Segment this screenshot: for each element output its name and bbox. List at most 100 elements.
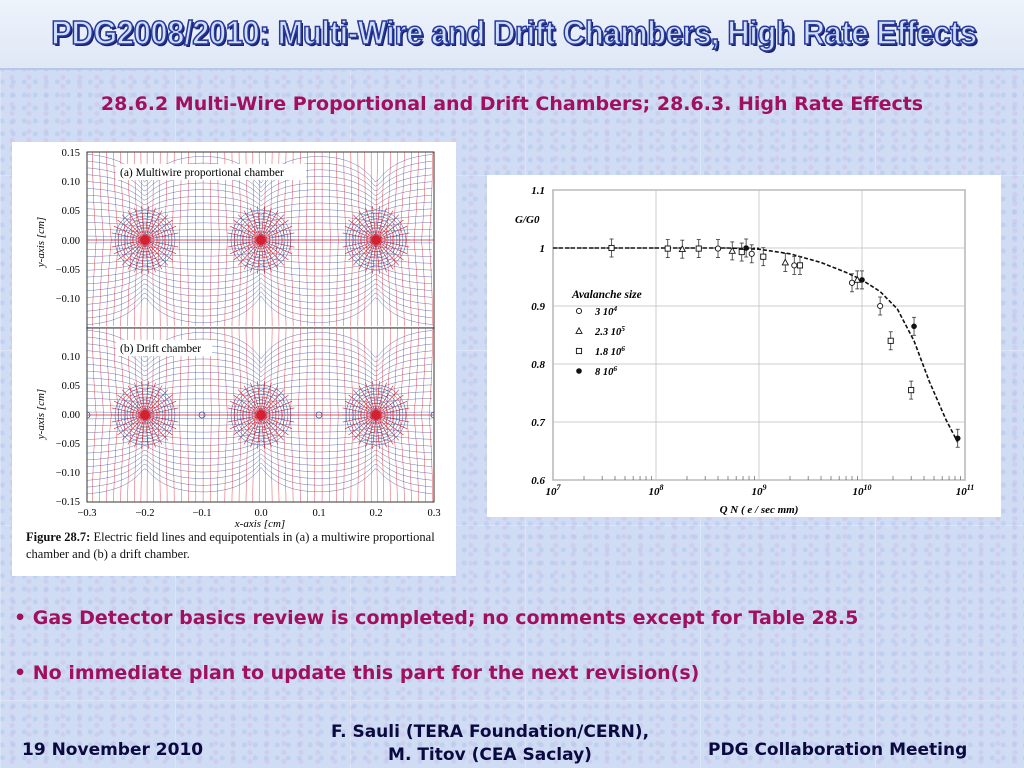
- panel-b-label: (b) Drift chamber: [120, 343, 201, 355]
- wire-field-line: [260, 239, 265, 274]
- wire-field-line: [375, 414, 404, 436]
- footer-authors-line2: M. Titov (CEA Saclay): [388, 745, 592, 765]
- data-point: [664, 245, 671, 252]
- y-tick-b: −0.05: [56, 439, 80, 450]
- wire-field-line: [229, 239, 262, 255]
- wire-field-line: [227, 232, 262, 241]
- field-line: [406, 152, 412, 327]
- x-axis-title: Q N ( e / sec mm): [720, 504, 799, 516]
- wire-field-line: [144, 414, 169, 441]
- wire-field-line: [342, 407, 377, 416]
- wire-field-line: [375, 239, 410, 248]
- data-point: [911, 323, 917, 330]
- wire-field-line: [348, 394, 377, 416]
- wire-field-line: [342, 239, 377, 248]
- wire-field-line: [233, 414, 262, 436]
- footer-authors: F. Sauli (TERA Foundation/CERN), M. Tito…: [280, 721, 700, 767]
- legend-marker: [575, 347, 583, 355]
- legend-entry: 2.3 105: [594, 324, 625, 338]
- wire-field-line: [260, 219, 289, 241]
- wire-field-line: [375, 239, 380, 274]
- field-line: [120, 152, 126, 327]
- wire-field-line: [111, 239, 146, 248]
- field-line: [157, 152, 161, 327]
- field-line: [127, 152, 133, 327]
- y-tick-label: 0.7: [531, 417, 545, 429]
- wire-field-line: [365, 207, 377, 241]
- wire-field-line: [260, 239, 279, 270]
- wire-field-line: [260, 385, 279, 416]
- wire-field-line: [144, 389, 169, 416]
- slide-title: PDG2008/2010: Multi-Wire and Drift Chamb…: [50, 13, 977, 52]
- wire-field-line: [375, 407, 410, 416]
- wire-field-line: [141, 414, 146, 449]
- wire-field-line: [260, 407, 295, 416]
- x-tick: −0.2: [135, 508, 154, 519]
- wire-field-line: [375, 210, 394, 241]
- wire-field-line: [358, 239, 377, 270]
- field-line: [364, 152, 367, 326]
- legend-entry: 3 104: [594, 304, 617, 318]
- wire-field-line: [243, 414, 262, 445]
- legend: Avalanche size 3 104 2.3 105 1.8 106 8 106: [571, 289, 642, 378]
- wire-field-line: [375, 239, 400, 266]
- wire-field-line: [260, 207, 272, 241]
- title-bar: PDG2008/2010: Multi-Wire and Drift Chamb…: [0, 0, 1024, 70]
- footer-meeting: PDG Collaboration Meeting: [708, 740, 968, 760]
- wire-field-line: [117, 394, 146, 416]
- wire-field-line: [117, 219, 146, 241]
- figure-caption-number: Figure 28.7:: [26, 530, 91, 544]
- wire-field-line: [260, 206, 265, 241]
- wire-field-line: [144, 385, 163, 416]
- wire-field-line: [227, 407, 262, 416]
- wire-field-line: [375, 214, 400, 241]
- y-tick-a: −0.10: [56, 294, 80, 305]
- data-point: [848, 279, 856, 286]
- data-point: [853, 275, 862, 283]
- y-tick-label: 1.1: [531, 185, 545, 197]
- legend-marker: [575, 307, 583, 315]
- x-tick: 0.0: [254, 508, 267, 519]
- wire-field-line: [375, 389, 400, 416]
- footer-authors-line1: F. Sauli (TERA Foundation/CERN),: [330, 722, 650, 742]
- wire-field-line: [141, 206, 146, 241]
- wire-field-line: [229, 225, 262, 241]
- x-tick: 0.1: [312, 508, 325, 519]
- data-point: [791, 262, 798, 269]
- data-point: [728, 246, 737, 254]
- legend-title: Avalanche size: [571, 289, 642, 301]
- wire-field-line: [372, 206, 377, 241]
- wire-field-line: [144, 219, 173, 241]
- wire-field-line: [260, 210, 279, 241]
- y-tick-b: 0.10: [62, 352, 80, 363]
- wire-field-line: [375, 414, 380, 449]
- wire-field-line: [260, 414, 265, 449]
- wire-field-line: [144, 394, 173, 416]
- y-tick-b: −0.15: [56, 497, 80, 508]
- field-line: [106, 152, 112, 327]
- wire-field-line: [127, 239, 146, 270]
- y-tick-label: 0.8: [531, 359, 545, 371]
- wire-field-line: [372, 239, 377, 274]
- figure-caption-text: Electric field lines and equipotentials …: [26, 530, 435, 561]
- wire-field-line: [260, 414, 279, 445]
- wire-field-line: [250, 207, 262, 241]
- wire-field-line: [121, 414, 146, 441]
- wire-field-line: [375, 394, 404, 416]
- wire-field-line: [144, 239, 169, 266]
- data-points: [608, 238, 961, 448]
- wire-field-line: [260, 225, 293, 241]
- wire-field-line: [229, 400, 262, 416]
- wire-field-line: [260, 239, 289, 261]
- wire-field-line: [144, 407, 179, 416]
- wire-field-line: [344, 225, 377, 241]
- wire-field-line: [144, 225, 177, 241]
- field-line: [91, 152, 97, 326]
- wire-field-line: [375, 239, 408, 255]
- legend-marker: [576, 368, 582, 374]
- field-line: [305, 152, 308, 326]
- wire-field-line: [111, 407, 146, 416]
- field-line: [336, 152, 339, 327]
- wire-field-line: [260, 239, 295, 248]
- wire-field-line: [144, 239, 163, 270]
